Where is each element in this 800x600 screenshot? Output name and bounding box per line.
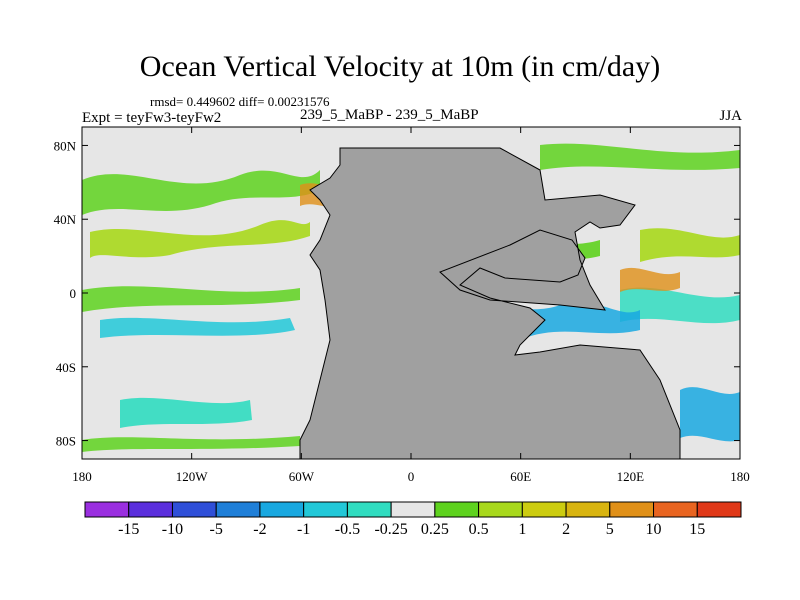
colorbar-label: -0.5 (335, 521, 360, 538)
colorbar-swatch (478, 501, 523, 518)
x-tick-label: 60E (510, 469, 531, 484)
colorbar-swatch (390, 501, 436, 518)
colorbar-swatch (215, 501, 261, 518)
colorbar-swatch (434, 501, 480, 518)
colorbar-label: -0.25 (374, 521, 407, 538)
stats-text: rmsd= 0.449602 diff= 0.00231576 (150, 94, 330, 109)
contour-band (120, 397, 252, 428)
colorbar-label: 0.25 (421, 521, 449, 538)
x-tick-label: 180 (730, 469, 750, 484)
contour-band (540, 143, 740, 170)
contour-band (100, 317, 295, 338)
colorbar-swatch (84, 501, 130, 518)
x-tick-label: 60W (289, 469, 315, 484)
colorbar-label: -2 (253, 521, 266, 538)
contour-band (680, 387, 740, 442)
y-tick-label: 40S (56, 360, 76, 375)
colorbar-swatch (303, 501, 348, 518)
contour-band (90, 220, 310, 258)
colorbar-swatch (259, 501, 305, 518)
map-plot-area (82, 127, 740, 459)
colorbar-swatch (521, 501, 567, 518)
y-tick-label: 80N (54, 138, 77, 153)
case-label: 239_5_MaBP - 239_5_MaBP (300, 107, 479, 123)
colorbar-swatch (609, 501, 655, 518)
colorbar-swatch (128, 501, 173, 518)
contour-band (82, 286, 300, 312)
x-tick-label: 0 (408, 469, 415, 484)
x-tick-label: 120W (176, 469, 209, 484)
contour-band (640, 228, 740, 262)
colorbar-swatch (653, 501, 698, 518)
contour-band (82, 436, 300, 452)
x-tick-label: 180 (72, 469, 92, 484)
y-tick-label: 80S (56, 434, 76, 449)
colorbar-swatch (565, 501, 611, 518)
y-tick-label: 0 (70, 286, 77, 301)
colorbar-label: -10 (162, 521, 183, 538)
land-continent (299, 147, 681, 459)
colorbar-label: 10 (646, 521, 662, 538)
colorbar-swatch (696, 501, 742, 518)
colorbar-label: 2 (562, 521, 570, 538)
colorbar-label: -15 (118, 521, 139, 538)
contour-band (620, 267, 680, 292)
colorbar-label: -1 (297, 521, 310, 538)
colorbar: -15 -10 -5 -2 -1 -0.5 -0.25 0.25 0.5 1 2 5 10 15 (84, 501, 742, 538)
colorbar-label: 5 (606, 521, 614, 538)
contour-band (82, 170, 320, 215)
colorbar-label: 15 (689, 521, 705, 538)
y-tick-label: 40N (54, 212, 77, 227)
contour-band (620, 287, 740, 324)
plot-title: Ocean Vertical Velocity at 10m (in cm/da… (139, 50, 661, 83)
map-axes: 180 120W 60W 0 60E 120E 180 80N 40N 0 40S 80S (54, 127, 750, 484)
x-tick-label: 120E (617, 469, 645, 484)
colorbar-swatch (171, 501, 217, 518)
colorbar-label: 0.5 (469, 521, 489, 538)
colorbar-label: 1 (518, 521, 526, 538)
season-label: JJA (719, 108, 742, 124)
experiment-label: Expt = teyFw3-teyFw2 (82, 110, 222, 126)
colorbar-swatch (346, 501, 392, 518)
colorbar-label: -5 (210, 521, 223, 538)
